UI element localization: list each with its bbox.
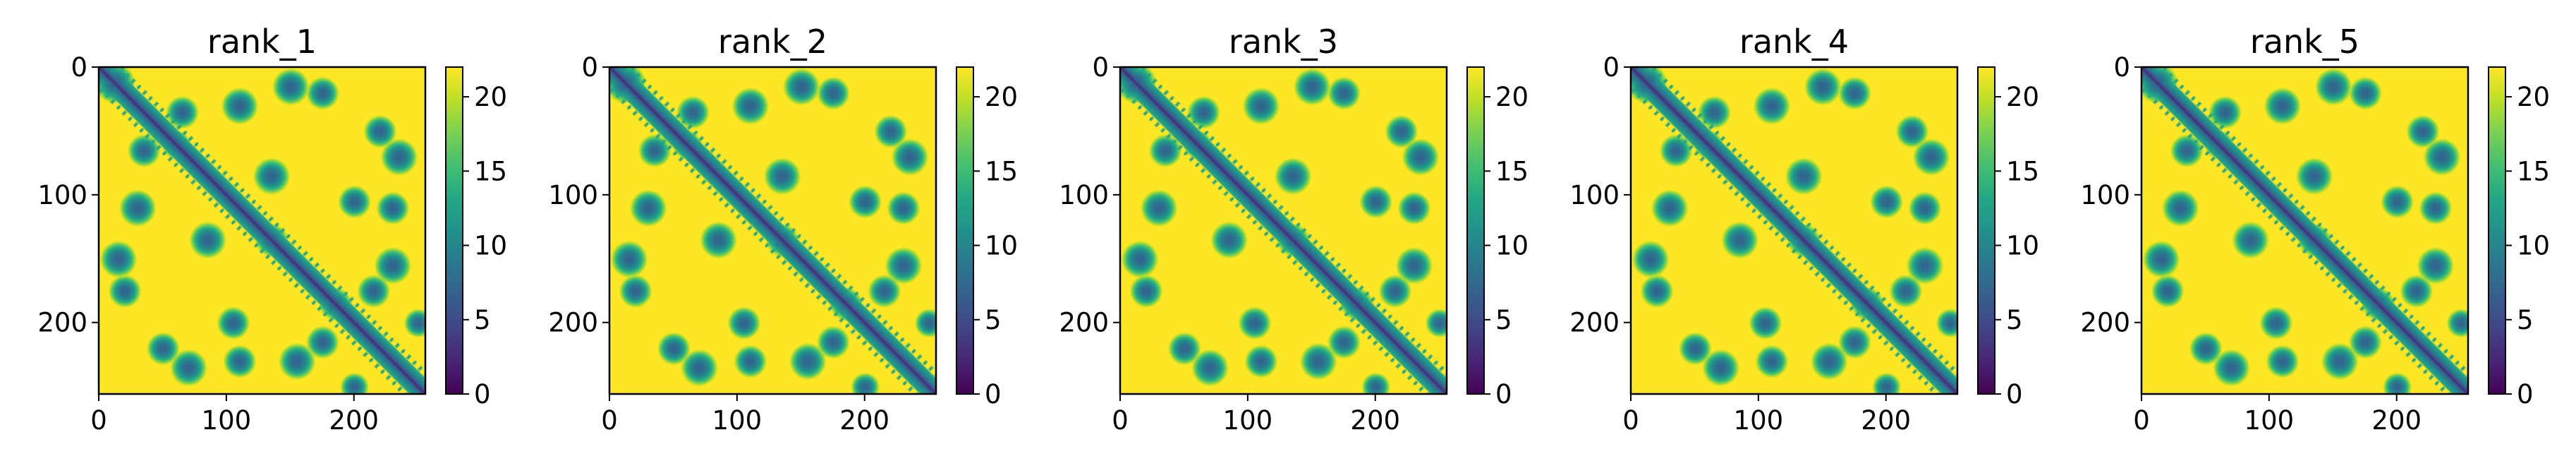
axes-frame	[2140, 66, 2469, 395]
colorbar-tick-label: 5	[2006, 305, 2023, 335]
colorbar-tick-label: 10	[985, 231, 1018, 261]
colorbar-tick-label: 20	[985, 82, 1018, 112]
x-tick-label: 0	[2133, 405, 2150, 436]
chart-title: rank_1	[207, 23, 317, 61]
colorbar-tick-label: 0	[1495, 379, 1512, 410]
y-tick-label: 0	[581, 52, 598, 83]
colorbar-tick-label: 0	[985, 379, 1002, 410]
colorbar-tick-label: 10	[474, 231, 507, 261]
axes-frame	[1629, 66, 1959, 395]
x-tick-label: 100	[202, 405, 252, 436]
colorbar-tick-label: 5	[985, 305, 1002, 335]
axes-frame	[97, 66, 427, 395]
panel-4: rank_4 0 100 200 0 100 200 0 5 10 15 20	[1569, 23, 2039, 436]
x-tick-label: 0	[90, 405, 107, 436]
colorbar-tick-label: 0	[2006, 379, 2023, 410]
colorbar-tick-label: 10	[2006, 231, 2039, 261]
y-tick-label: 100	[2080, 180, 2130, 210]
x-tick-label: 100	[712, 405, 763, 436]
colorbar	[445, 66, 463, 395]
panel-2: rank_2 0 100 200 0 100 200 0 5 10 15 20	[548, 23, 1018, 436]
x-tick-label: 100	[2244, 405, 2295, 436]
x-tick-label: 200	[839, 405, 889, 436]
heatmap-image	[2141, 67, 2468, 394]
chart-title: rank_2	[718, 23, 827, 61]
y-tick-label: 100	[1059, 180, 1109, 210]
y-tick-label: 0	[71, 52, 87, 83]
colorbar-tick-label: 5	[474, 305, 491, 335]
colorbar-tick-label: 15	[1495, 156, 1529, 186]
panel-5: rank_5 0 100 200 0 100 200 0 5 10 15 20	[2080, 23, 2550, 436]
colorbar-tick-label: 10	[1495, 231, 1529, 261]
x-tick-label: 200	[1350, 405, 1400, 436]
heatmap-image	[1120, 67, 1447, 394]
colorbar-tick-label: 5	[1495, 305, 1512, 335]
y-tick-label: 0	[1603, 52, 1620, 83]
colorbar	[1977, 66, 1995, 395]
y-tick-label: 0	[2113, 52, 2130, 83]
heatmap-image	[99, 67, 425, 394]
colorbar-tick-label: 15	[2006, 156, 2039, 186]
panel-3: rank_3 0 100 200 0 100 200 0 5 10 15 20	[1059, 23, 1529, 436]
axes-frame	[608, 66, 937, 395]
colorbar-tick-label: 0	[474, 379, 491, 410]
x-tick-label: 100	[1223, 405, 1273, 436]
x-tick-label: 100	[1734, 405, 1784, 436]
colorbar-tick-label: 0	[2517, 379, 2534, 410]
colorbar-tick-label: 20	[2517, 82, 2550, 112]
axes-frame	[1119, 66, 1448, 395]
y-tick-label: 200	[548, 308, 598, 338]
colorbar-tick-label: 5	[2517, 305, 2534, 335]
colorbar-tick-label: 20	[474, 82, 507, 112]
colorbar-tick-label: 20	[1495, 82, 1529, 112]
y-tick-label: 200	[1059, 308, 1109, 338]
chart-title: rank_5	[2250, 23, 2359, 61]
y-tick-label: 0	[1092, 52, 1109, 83]
y-tick-label: 100	[37, 180, 87, 210]
colorbar	[2488, 66, 2506, 395]
colorbar-tick-label: 20	[2006, 82, 2039, 112]
x-tick-label: 0	[1112, 405, 1129, 436]
y-tick-label: 200	[1569, 308, 1620, 338]
colorbar-tick-label: 15	[2517, 156, 2550, 186]
panel-1: rank_1 0 100 200 0 100 200 0 5 10 15 20	[37, 23, 507, 436]
y-tick-label: 100	[1569, 180, 1620, 210]
x-tick-label: 0	[1622, 405, 1639, 436]
x-tick-label: 200	[2371, 405, 2422, 436]
colorbar	[1466, 66, 1485, 395]
heatmap-image	[609, 67, 936, 394]
y-tick-label: 100	[548, 180, 598, 210]
colorbar-tick-label: 15	[985, 156, 1018, 186]
x-tick-label: 200	[329, 405, 379, 436]
y-tick-label: 200	[37, 308, 87, 338]
colorbar	[956, 66, 974, 395]
chart-title: rank_3	[1229, 23, 1338, 61]
x-tick-label: 200	[1861, 405, 1911, 436]
chart-title: rank_4	[1739, 23, 1849, 61]
colorbar-tick-label: 15	[474, 156, 507, 186]
y-tick-label: 200	[2080, 308, 2130, 338]
colorbar-tick-label: 10	[2517, 231, 2550, 261]
x-tick-label: 0	[601, 405, 618, 436]
heatmap-image	[1631, 67, 1957, 394]
